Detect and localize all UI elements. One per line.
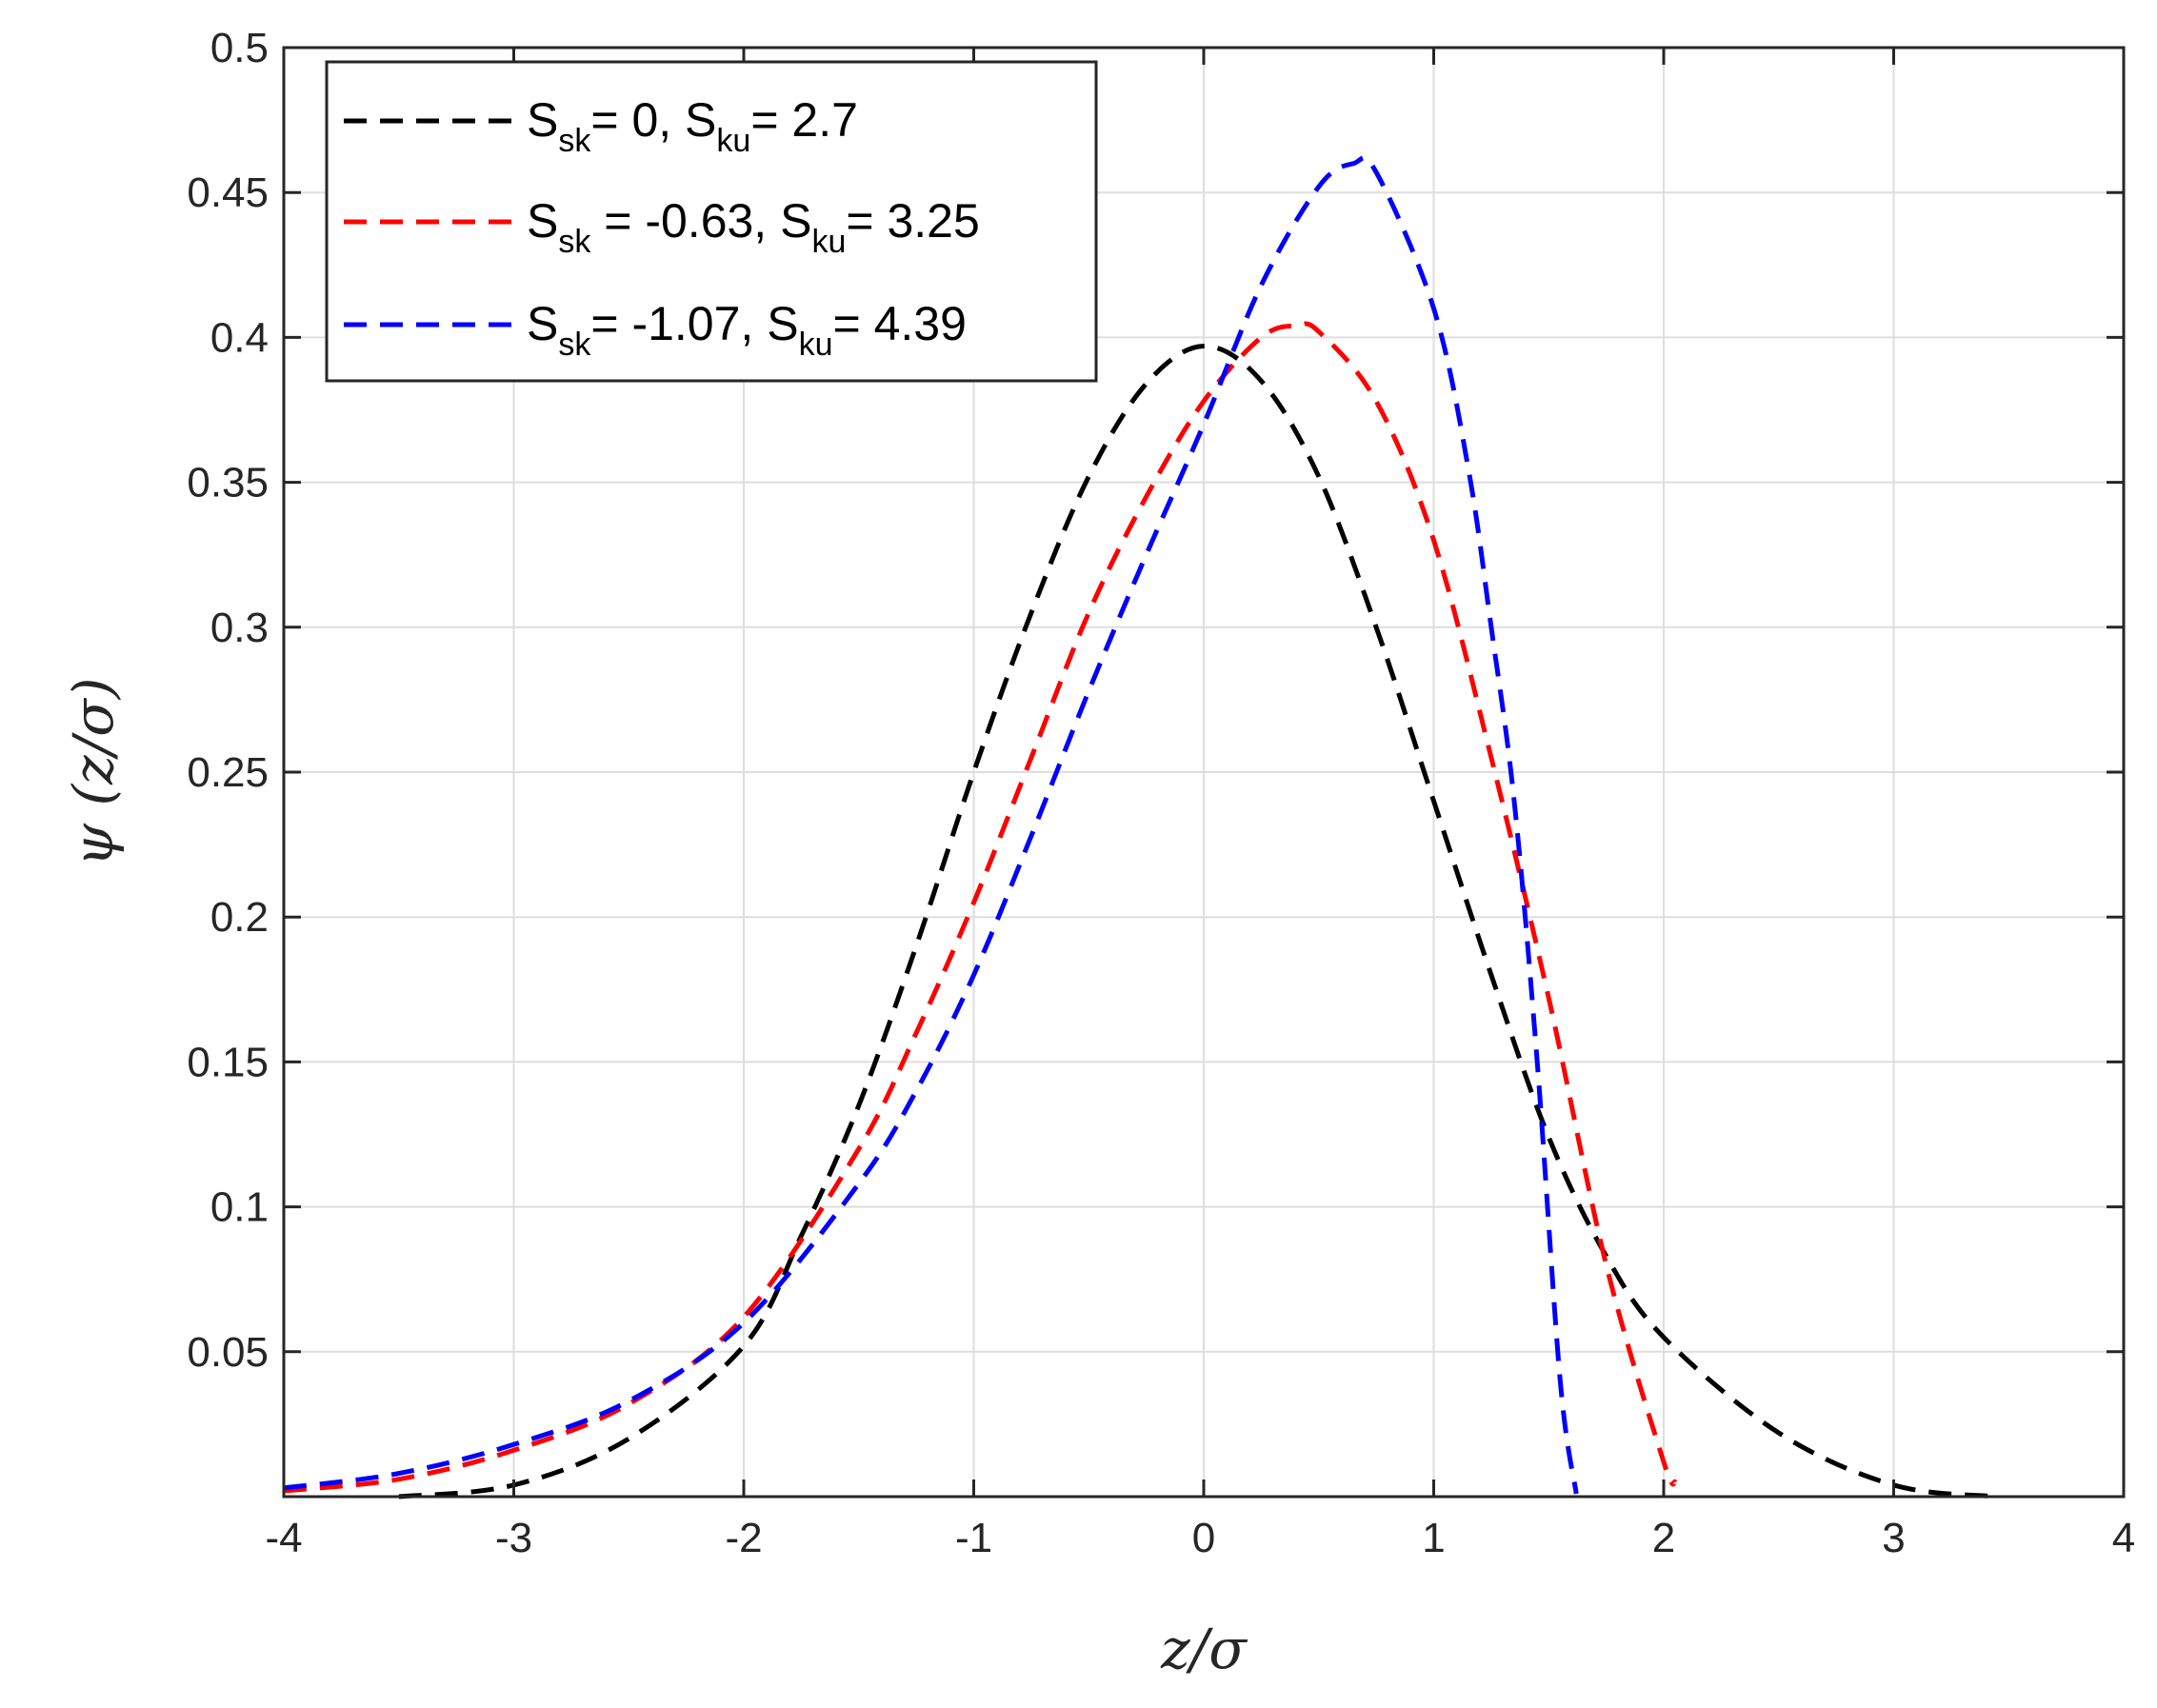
legend-text-part: = 3.25 [846, 194, 979, 248]
x-tick-label: 4 [2112, 1515, 2135, 1561]
x-tick-label: 3 [1882, 1515, 1905, 1561]
series-layer [283, 155, 1998, 1499]
x-tick-label: 1 [1422, 1515, 1445, 1561]
tick-labels: -4 -3 -2 -1 0 1 2 3 4 0.05 0.1 0.15 0.2 0.25 0.3 0.35 0.… [187, 25, 2135, 1561]
legend-label-2: Ssk = -0.63, Sku= 3.25 [527, 194, 980, 260]
x-tick-label: -2 [725, 1515, 762, 1561]
y-tick-label: 0.2 [210, 894, 269, 941]
y-tick-label: 0.3 [210, 605, 269, 651]
legend-label-1: Ssk= 0, Sku= 2.7 [527, 93, 858, 159]
y-tick-label: 0.25 [187, 749, 269, 796]
y-tick-label: 0.4 [210, 314, 269, 361]
legend-label-3: Ssk= -1.07, Sku= 4.39 [527, 297, 967, 363]
legend-text-part: = 0, S [590, 93, 716, 147]
legend-subscript: sk [558, 224, 591, 260]
ticks [282, 46, 2126, 1497]
y-tick-label: 0.5 [210, 25, 269, 71]
legend-subscript: ku [799, 327, 833, 363]
series-line-3 [283, 155, 1579, 1495]
x-tick-label: 0 [1192, 1515, 1215, 1561]
legend-text-part: = -1.07, S [590, 297, 798, 350]
series-line-1 [398, 343, 1998, 1499]
x-tick-label: -3 [495, 1515, 532, 1561]
x-tick-label: -4 [265, 1515, 302, 1561]
legend-text-part: = 4.39 [832, 297, 966, 350]
legend-subscript: ku [716, 123, 750, 159]
y-tick-label: 0.35 [187, 460, 269, 506]
legend-subscript: ku [811, 224, 846, 260]
legend-text-part: S [527, 194, 558, 248]
y-axis-title: ψ (z/σ) [61, 678, 126, 867]
x-axis-title: z/σ [1160, 1617, 1248, 1681]
y-tick-label: 0.15 [187, 1039, 269, 1085]
y-tick-label: 0.1 [210, 1184, 269, 1231]
x-tick-label: 2 [1652, 1515, 1675, 1561]
legend-text-part: = -0.63, S [590, 194, 811, 248]
legend-subscript: sk [558, 123, 591, 159]
legend-text-part: S [527, 93, 558, 147]
x-tick-label: -1 [955, 1515, 992, 1561]
legend-text-part: S [527, 297, 558, 350]
legend-text-part: = 2.7 [750, 93, 858, 147]
legend-subscript: sk [558, 327, 591, 363]
y-tick-label: 0.05 [187, 1329, 269, 1376]
y-tick-label: 0.45 [187, 169, 269, 216]
